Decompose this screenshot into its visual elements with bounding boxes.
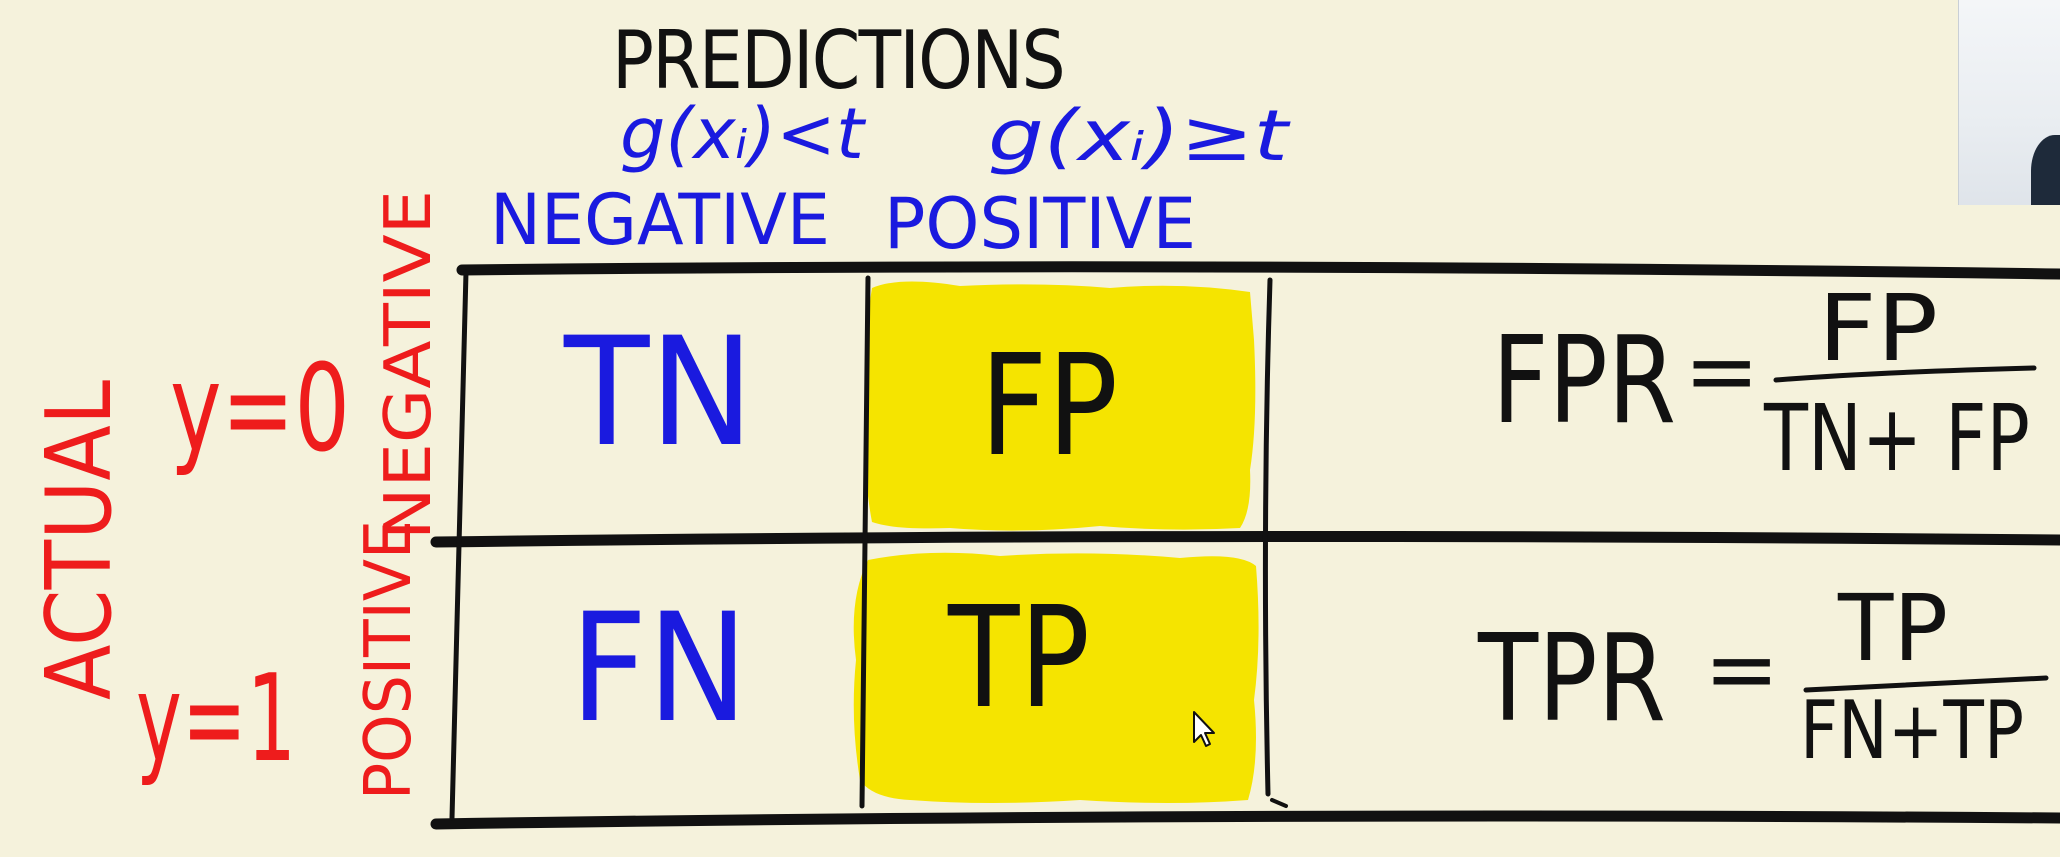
cell-fn: FN [570,582,748,756]
condition-negative: g(xᵢ)<t [620,93,867,175]
column-label-negative: NEGATIVE [490,179,830,261]
column-label-positive: POSITIVE [884,183,1196,265]
tpr-equals: = [1704,617,1779,722]
row-label-positive: POSITIVE [352,520,426,800]
cell-fp: FP [980,325,1118,488]
fpr-denominator: TN+ FP [1763,385,2030,492]
row-condition-negative: y=0 [170,340,350,479]
row-condition-positive: y=1 [136,650,296,789]
grid-line-bottom [430,810,2060,830]
predictions-title: PREDICTIONS [612,14,1064,107]
tpr-numerator: TP [1837,575,1948,682]
tpr-denominator: FN+TP [1800,684,2024,777]
grid-line-col-1 [859,275,871,809]
cell-tp: TP [947,577,1090,740]
condition-positive: g(xᵢ)≥t [988,95,1291,177]
grid-line-middle [430,530,2060,548]
tpr-fraction-bar [1803,675,2049,693]
highlight-fp-cell [864,281,1256,531]
grid-line-col-2 [1262,277,1273,797]
row-label-negative: NEGATIVE [372,190,446,540]
fpr-numerator: FP [1818,275,1938,382]
grid-line-top [456,261,2060,280]
fpr-fraction-bar [1773,365,2037,383]
grid-line-col-2-tail [1270,798,1288,808]
tpr-label: TPR [1477,610,1666,749]
fpr-equals: = [1684,319,1759,424]
cell-tn: TN [563,306,754,480]
webcam-overlay [1958,0,2060,205]
mouse-cursor-icon [1193,711,1215,747]
highlight-tp-cell [853,552,1259,803]
presenter-silhouette [2031,135,2060,205]
actual-label: ACTUAL [27,380,132,700]
grid-line-left [449,269,469,821]
fpr-label: FPR [1492,312,1676,451]
